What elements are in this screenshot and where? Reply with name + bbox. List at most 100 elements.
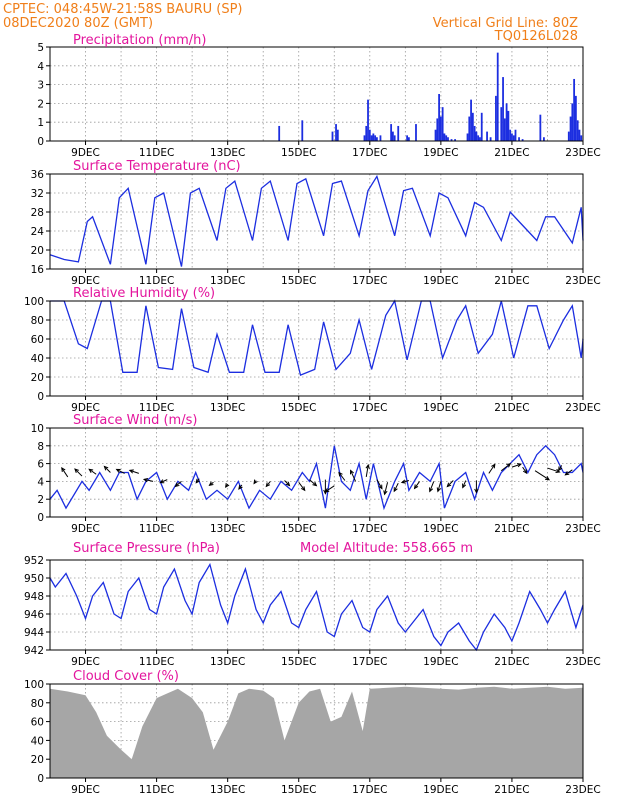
pressure-frame (49, 559, 584, 651)
humidity-xtick-label-6: 21DEC (494, 402, 529, 414)
wind-ytick-label-5: 10 (31, 423, 44, 435)
wind-ytick-label-0: 0 (37, 512, 44, 524)
vertical-grid-line-note: Vertical Grid Line: 80Z (433, 16, 578, 31)
precipitation-bar-41 (489, 137, 492, 141)
precipitation-panel: 0 1 2 3 4 5 9DEC 11DEC 13DEC 15DEC 17DEC 19DEC 21DEC… (37, 33, 600, 159)
cloud-cover-xtick-label-0: 9DEC (71, 784, 100, 796)
pressure-xtick-label-5: 19DEC (423, 656, 458, 668)
wind-arrow-9 (195, 478, 201, 484)
precipitation-bar-45 (502, 77, 504, 141)
precipitation-bar-8 (368, 129, 371, 141)
wind-arrow-3 (103, 465, 111, 473)
pressure-xtick-label-4: 17DEC (352, 656, 387, 668)
wind-frame (49, 427, 584, 518)
precipitation-ytick-label-1: 1 (37, 117, 44, 129)
precipitation-bar-64 (580, 135, 583, 141)
wind-arrow-10 (208, 481, 214, 486)
precipitation-bar-5 (363, 135, 366, 141)
wind-arrow-8 (174, 481, 182, 488)
wind-title: Surface Wind (m/s) (73, 413, 197, 428)
panels: 0 1 2 3 4 5 9DEC 11DEC 13DEC 15DEC 17DEC 19DEC 21DEC… (24, 33, 601, 796)
precipitation-bar-56 (543, 137, 545, 141)
precipitation-bar-30 (454, 139, 456, 141)
cloud-cover-ytick-label-5: 100 (24, 679, 44, 691)
humidity-ytick-label-2: 40 (31, 353, 44, 365)
wind-arrow-6 (142, 477, 154, 483)
wind-arrow-12 (238, 484, 243, 490)
precipitation-bar-49 (509, 129, 512, 141)
humidity-panel: 0 20 40 60 80 100 9DEC 11DEC 13DEC 15DEC 17DEC 19DE… (24, 286, 601, 414)
temperature-xtick-label-5: 19DEC (423, 275, 458, 287)
precipitation-bar-13 (379, 135, 382, 141)
precipitation-bar-15 (391, 131, 394, 141)
wind-line (49, 444, 584, 511)
precipitation-bar-20 (415, 124, 417, 141)
wind-arrow-33 (488, 463, 496, 474)
pressure-ytick-label-3: 948 (24, 591, 44, 603)
station-header: CPTEC: 048:45W-21:58S BAURU (SP) (3, 2, 243, 17)
wind-arrow-13 (253, 479, 258, 485)
temperature-xtick-label-4: 17DEC (352, 275, 387, 287)
humidity-xtick-label-1: 11DEC (139, 402, 174, 414)
cloud-cover-xtick-label-4: 17DEC (352, 784, 387, 796)
wind-xtick-label-0: 9DEC (71, 523, 100, 535)
wind-arrow-21 (349, 469, 357, 482)
wind-arrow-40 (564, 469, 573, 476)
wind-xtick-label-3: 15DEC (281, 523, 316, 535)
precipitation-ytick-label-5: 5 (37, 42, 44, 54)
precipitation-bar-2 (331, 131, 334, 141)
cloud-cover-ytick-label-4: 80 (31, 698, 44, 710)
precipitation-bar-27 (445, 135, 448, 141)
cloud-cover-xtick-label-6: 21DEC (494, 784, 529, 796)
precipitation-bar-59 (571, 103, 574, 141)
temperature-ytick-label-4: 32 (31, 188, 44, 200)
wind-arrow-20 (338, 471, 346, 481)
precipitation-bar-33 (470, 99, 472, 141)
temperature-xtick-label-7: 23DEC (565, 275, 600, 287)
humidity-line (50, 299, 584, 376)
precipitation-bar-1 (301, 120, 304, 141)
pressure-xtick-label-1: 11DEC (139, 656, 174, 668)
temperature-line (49, 174, 584, 267)
humidity-title: Relative Humidity (%) (73, 286, 215, 301)
precipitation-bar-44 (500, 107, 503, 141)
wind-arrow-34 (500, 463, 512, 472)
precipitation-bar-10 (372, 133, 375, 141)
wind-arrow-23 (376, 479, 383, 490)
precipitation-bar-63 (578, 129, 581, 141)
precipitation-bar-22 (436, 118, 439, 141)
wind-ytick-label-2: 4 (37, 476, 44, 488)
precipitation-bar-35 (473, 125, 476, 141)
wind-arrow-5 (128, 469, 139, 474)
temperature-ytick-label-5: 36 (31, 169, 45, 181)
precipitation-bar-14 (390, 124, 393, 141)
wind-xtick-label-6: 21DEC (494, 523, 529, 535)
pressure-xtick-label-2: 13DEC (210, 656, 245, 668)
precipitation-bar-47 (505, 103, 508, 141)
wind-arrow-25 (393, 482, 399, 493)
precipitation-bar-4 (336, 129, 339, 141)
cloud-cover-area (50, 686, 583, 778)
cloud-cover-xtick-label-3: 15DEC (281, 784, 316, 796)
pressure-ytick-label-1: 944 (24, 627, 44, 639)
precipitation-xtick-label-3: 15DEC (281, 147, 316, 159)
wind-arrow-37 (534, 470, 550, 481)
precipitation-bar-46 (503, 118, 506, 141)
precipitation-xtick-label-5: 19DEC (423, 147, 458, 159)
cloud-cover-xtick-label-7: 23DEC (565, 784, 600, 796)
precipitation-bar-39 (480, 112, 483, 141)
wind-arrow-7 (159, 479, 168, 484)
pressure-ytick-label-5: 952 (24, 555, 44, 567)
precipitation-bar-26 (443, 133, 446, 141)
temperature-ytick-label-1: 20 (31, 245, 44, 257)
temperature-ytick-label-2: 24 (31, 226, 45, 238)
run-code: TQ0126L028 (494, 29, 578, 44)
wind-arrow-15 (284, 480, 291, 487)
wind-ytick-label-3: 6 (37, 459, 44, 471)
precipitation-bar-53 (518, 137, 520, 141)
precipitation-bar-34 (471, 112, 474, 141)
humidity-ytick-label-5: 100 (24, 296, 44, 308)
humidity-xtick-label-2: 13DEC (210, 402, 245, 414)
precipitation-bar-62 (576, 120, 579, 141)
precipitation-xtick-label-6: 21DEC (494, 147, 529, 159)
